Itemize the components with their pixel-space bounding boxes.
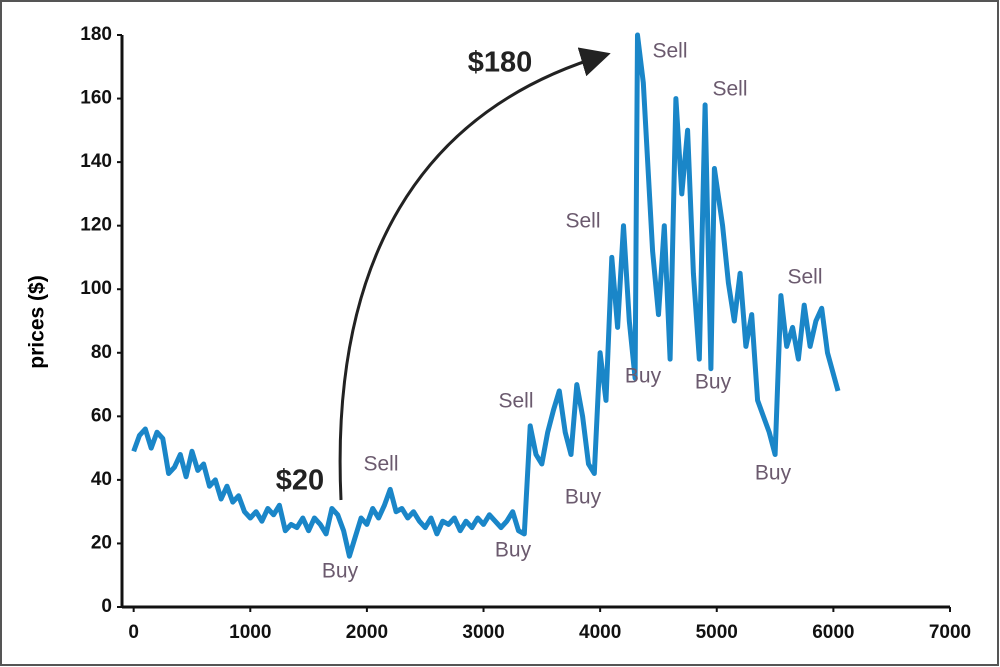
- y-tick-label: 80: [91, 342, 112, 363]
- annotation: Buy: [695, 371, 732, 394]
- y-axis-label: prices ($): [26, 275, 49, 368]
- y-tick-label: 20: [91, 532, 112, 553]
- price-line: [131, 32, 841, 559]
- x-tick-label: 0: [128, 622, 139, 643]
- y-tick-label: 40: [91, 469, 112, 490]
- annotation: Sell: [787, 266, 822, 289]
- annotation: Sell: [363, 453, 398, 476]
- y-tick-label: 160: [80, 88, 112, 109]
- y-tick-label: 60: [91, 405, 112, 426]
- x-tick-label: 2000: [346, 622, 388, 643]
- annotation: Buy: [565, 486, 602, 509]
- annotation: Sell: [565, 210, 600, 233]
- annotation: Sell: [712, 78, 747, 101]
- arrow: [338, 47, 611, 501]
- annotation: Buy: [625, 365, 662, 388]
- y-tick-label: 140: [80, 151, 112, 172]
- x-tick-label: 5000: [696, 622, 738, 643]
- y-tick-label: 180: [80, 24, 112, 45]
- x-tick-label: 7000: [929, 622, 971, 643]
- x-tick-label: 4000: [579, 622, 621, 643]
- y-tick-label: 0: [101, 596, 112, 617]
- annotation: $180: [468, 47, 533, 79]
- x-tick-label: 3000: [462, 622, 504, 643]
- annotation: $20: [276, 465, 324, 497]
- annotation: Buy: [755, 462, 792, 485]
- annotation: Buy: [322, 560, 359, 583]
- annotation: Sell: [498, 390, 533, 413]
- x-tick-label: 1000: [229, 622, 271, 643]
- y-tick-label: 100: [80, 278, 112, 299]
- y-tick-label: 120: [80, 215, 112, 236]
- x-tick-label: 6000: [812, 622, 854, 643]
- annotation: Sell: [652, 40, 687, 63]
- annotation: Buy: [495, 539, 532, 562]
